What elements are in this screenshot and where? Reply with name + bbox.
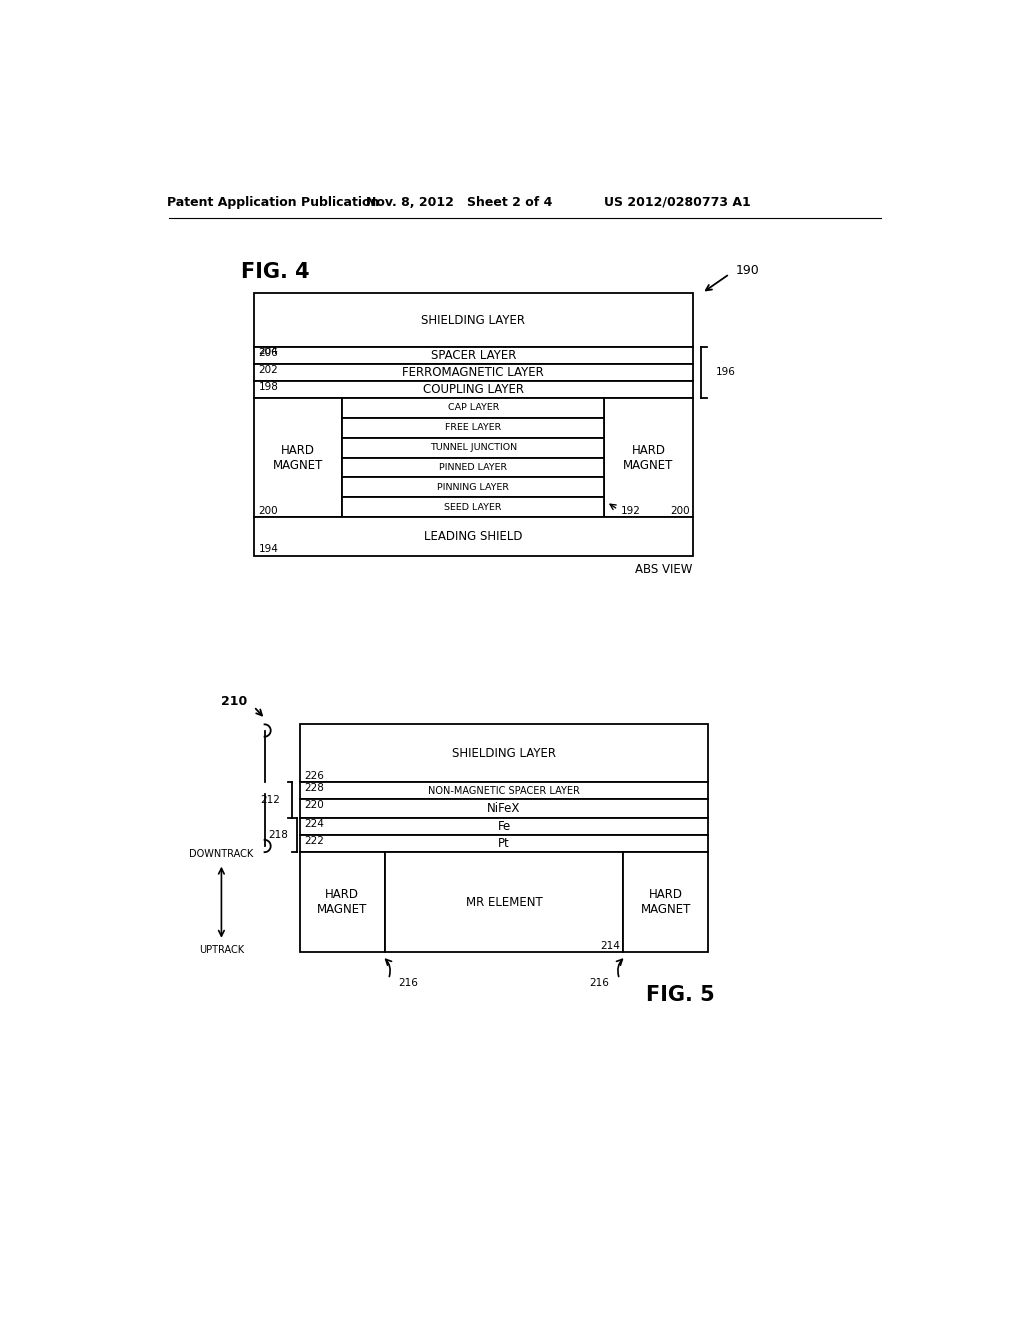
Text: MR ELEMENT: MR ELEMENT [466, 896, 543, 908]
Bar [342, 478, 604, 498]
Text: 228: 228 [304, 783, 325, 793]
Text: SPACER LAYER: SPACER LAYER [430, 348, 516, 362]
Text: 216: 216 [590, 978, 609, 989]
Bar [300, 836, 708, 853]
Bar [254, 293, 692, 347]
Text: 190: 190 [736, 264, 760, 277]
Text: FERROMAGNETIC LAYER: FERROMAGNETIC LAYER [402, 366, 544, 379]
Text: 214: 214 [600, 941, 621, 950]
Bar [254, 347, 692, 364]
Text: 212: 212 [260, 795, 280, 805]
Bar [300, 853, 385, 952]
Text: US 2012/0280773 A1: US 2012/0280773 A1 [604, 195, 751, 209]
Text: FREE LAYER: FREE LAYER [445, 424, 502, 432]
Text: 206: 206 [258, 348, 279, 358]
Text: HARD
MAGNET: HARD MAGNET [272, 444, 324, 471]
Text: PINNING LAYER: PINNING LAYER [437, 483, 509, 492]
Bar [254, 381, 692, 397]
Text: 194: 194 [258, 544, 279, 554]
Text: 200: 200 [258, 506, 278, 516]
Text: 204: 204 [258, 346, 279, 356]
Bar [342, 397, 604, 417]
Text: 192: 192 [621, 506, 641, 516]
Text: ABS VIEW: ABS VIEW [635, 564, 692, 576]
Text: PINNED LAYER: PINNED LAYER [439, 463, 507, 473]
Text: SHIELDING LAYER: SHIELDING LAYER [421, 314, 525, 326]
Text: NON-MAGNETIC SPACER LAYER: NON-MAGNETIC SPACER LAYER [428, 785, 580, 796]
Text: HARD
MAGNET: HARD MAGNET [317, 888, 368, 916]
Text: TUNNEL JUNCTION: TUNNEL JUNCTION [430, 444, 517, 451]
Text: LEADING SHIELD: LEADING SHIELD [424, 529, 522, 543]
Text: 226: 226 [304, 771, 325, 781]
Text: NiFeX: NiFeX [487, 803, 520, 816]
Text: FIG. 4: FIG. 4 [241, 263, 309, 282]
Text: FIG. 5: FIG. 5 [646, 985, 715, 1005]
Text: CAP LAYER: CAP LAYER [447, 404, 499, 412]
Text: SHIELDING LAYER: SHIELDING LAYER [452, 747, 556, 760]
Text: 202: 202 [258, 364, 279, 375]
Text: 222: 222 [304, 836, 325, 846]
Text: 200: 200 [670, 506, 689, 516]
Bar [342, 417, 604, 438]
Text: Nov. 8, 2012   Sheet 2 of 4: Nov. 8, 2012 Sheet 2 of 4 [367, 195, 553, 209]
Bar [300, 799, 708, 818]
Bar [624, 853, 708, 952]
Bar [342, 498, 604, 517]
Text: SEED LAYER: SEED LAYER [444, 503, 502, 512]
Bar [254, 397, 342, 517]
Text: Pt: Pt [498, 837, 510, 850]
Bar [300, 781, 708, 799]
Text: Patent Application Publication: Patent Application Publication [167, 195, 379, 209]
Bar [254, 364, 692, 381]
Text: 224: 224 [304, 818, 325, 829]
Text: 220: 220 [304, 800, 325, 809]
Text: DOWNTRACK: DOWNTRACK [189, 850, 254, 859]
Text: Fe: Fe [498, 820, 511, 833]
Bar [342, 438, 604, 458]
Text: 216: 216 [398, 978, 419, 989]
Bar [254, 517, 692, 556]
Text: 196: 196 [716, 367, 735, 378]
Bar [300, 725, 708, 781]
Bar [342, 458, 604, 478]
Bar [604, 397, 692, 517]
Text: HARD
MAGNET: HARD MAGNET [624, 444, 674, 471]
Text: 218: 218 [267, 830, 288, 841]
Text: COUPLING LAYER: COUPLING LAYER [423, 383, 523, 396]
Text: HARD
MAGNET: HARD MAGNET [641, 888, 691, 916]
Text: 198: 198 [258, 381, 279, 392]
Text: 210: 210 [221, 694, 248, 708]
Bar [300, 818, 708, 836]
Text: UPTRACK: UPTRACK [199, 945, 244, 954]
Bar [385, 853, 624, 952]
